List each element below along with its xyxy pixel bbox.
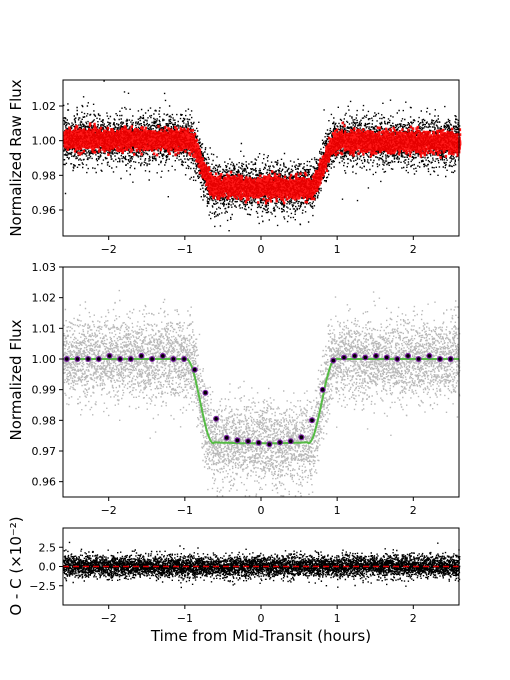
- x-tick-label: 1: [334, 504, 341, 517]
- y-tick-label: 0.98: [32, 414, 57, 427]
- binned-flux: [63, 352, 454, 448]
- normalized-flux-scatter: [63, 289, 461, 497]
- binned-flux-point: [298, 434, 305, 441]
- y-tick-label: 1.02: [32, 292, 57, 305]
- raw-flux-panel: −2 −1 0 1 2 0.96 0.98 1.00 1.02 Normalized Raw F…: [7, 79, 462, 256]
- binned-flux-point: [170, 356, 177, 363]
- binned-flux-point: [266, 441, 273, 448]
- binned-flux-point: [277, 439, 284, 446]
- binned-flux-point: [127, 356, 134, 363]
- binned-flux-point: [63, 356, 70, 363]
- binned-flux-point: [181, 356, 188, 363]
- y-tick-label: 0.97: [32, 445, 57, 458]
- x-tick-label: −2: [101, 504, 117, 517]
- x-tick-label: −1: [177, 504, 193, 517]
- y-tick-label: 1.03: [32, 261, 57, 274]
- binned-flux-point: [74, 356, 81, 363]
- binned-flux-point: [159, 352, 166, 359]
- x-axis-label: Time from Mid-Transit (hours): [150, 627, 371, 645]
- residual-points: [63, 541, 461, 589]
- binned-flux-point: [245, 438, 252, 445]
- binned-flux-point: [106, 352, 113, 359]
- normalized-flux-ylabel: Normalized Flux: [7, 319, 25, 440]
- y-tick-label: 0.98: [32, 169, 57, 182]
- binned-flux-point: [383, 354, 390, 361]
- binned-raw-flux: [63, 121, 462, 205]
- y-tick-label: 1.02: [32, 100, 57, 113]
- x-tick-label: −2: [101, 612, 117, 625]
- x-tick-label: 1: [334, 243, 341, 256]
- binned-flux-point: [223, 434, 230, 441]
- x-tick-label: −1: [177, 612, 193, 625]
- binned-flux-point: [149, 356, 156, 363]
- normalized-flux-points: [63, 289, 461, 497]
- x-tick-label: 1: [334, 612, 341, 625]
- normalized-flux-panel: −2 −1 0 1 20.960.970.980.991.001.011.021.03 …: [7, 261, 461, 517]
- binned-flux-point: [234, 437, 241, 444]
- binned-flux-point: [341, 354, 348, 361]
- binned-flux-point: [362, 354, 369, 361]
- residual-scatter: [63, 541, 461, 589]
- residuals-panel: −2 −1 0 1 2 −2.5 0.0 2.5 O - C (×10⁻²): [7, 516, 461, 625]
- y-tick-label: 0.0: [39, 561, 57, 574]
- x-tick-label: 0: [258, 504, 265, 517]
- x-tick-label: −1: [177, 243, 193, 256]
- binned-flux-point: [255, 439, 262, 446]
- binned-flux-point: [319, 386, 326, 393]
- normalized-flux-axes: −2 −1 0 1 2 0.96 0.97 0.98 0.99 1.00 1.01 1.02 1.03: [32, 261, 460, 517]
- y-tick-label: 1.00: [32, 135, 57, 148]
- binned-flux-point: [351, 352, 358, 359]
- binned-raw-flux-scatter: [63, 121, 462, 205]
- y-tick-label: 2.5: [39, 541, 57, 554]
- binned-flux-point: [309, 417, 316, 424]
- y-tick-label: −2.5: [29, 580, 56, 593]
- binned-flux-point: [202, 389, 209, 396]
- binned-flux-point: [437, 356, 444, 363]
- x-tick-label: 2: [410, 243, 417, 256]
- x-tick-label: 0: [258, 612, 265, 625]
- binned-flux-point: [191, 366, 198, 373]
- y-tick-label: 1.00: [32, 353, 57, 366]
- binned-flux-point: [330, 357, 337, 364]
- binned-flux-point: [405, 352, 412, 359]
- binned-flux-point: [426, 352, 433, 359]
- y-tick-label: 0.96: [32, 204, 57, 217]
- binned-flux-point: [287, 438, 294, 445]
- residuals-axes: −2 −1 0 1 2 −2.5 0.0 2.5: [29, 527, 460, 625]
- binned-flux-point: [213, 415, 220, 422]
- x-tick-label: 2: [410, 504, 417, 517]
- binned-flux-point: [117, 356, 124, 363]
- binned-flux-point: [85, 356, 92, 363]
- x-tick-label: −2: [101, 243, 117, 256]
- x-tick-label: 2: [410, 612, 417, 625]
- raw-flux-ylabel: Normalized Raw Flux: [7, 79, 25, 236]
- y-tick-label: 1.01: [32, 322, 57, 335]
- binned-flux-point: [95, 356, 102, 363]
- y-tick-label: 0.96: [32, 476, 57, 489]
- binned-flux-point: [415, 356, 422, 363]
- binned-flux-point: [447, 356, 454, 363]
- binned-flux-point: [394, 356, 401, 363]
- binned-flux-point: [373, 352, 380, 359]
- raw-flux-points: [63, 80, 461, 232]
- binned-flux-point: [138, 352, 145, 359]
- raw-flux-axes: −2 −1 0 1 2 0.96 0.98 1.00 1.02: [32, 79, 460, 256]
- y-tick-label: 0.99: [32, 384, 57, 397]
- x-tick-label: 0: [258, 243, 265, 256]
- raw-flux-scatter: [63, 80, 461, 232]
- residuals-ylabel: O - C (×10⁻²): [7, 516, 25, 615]
